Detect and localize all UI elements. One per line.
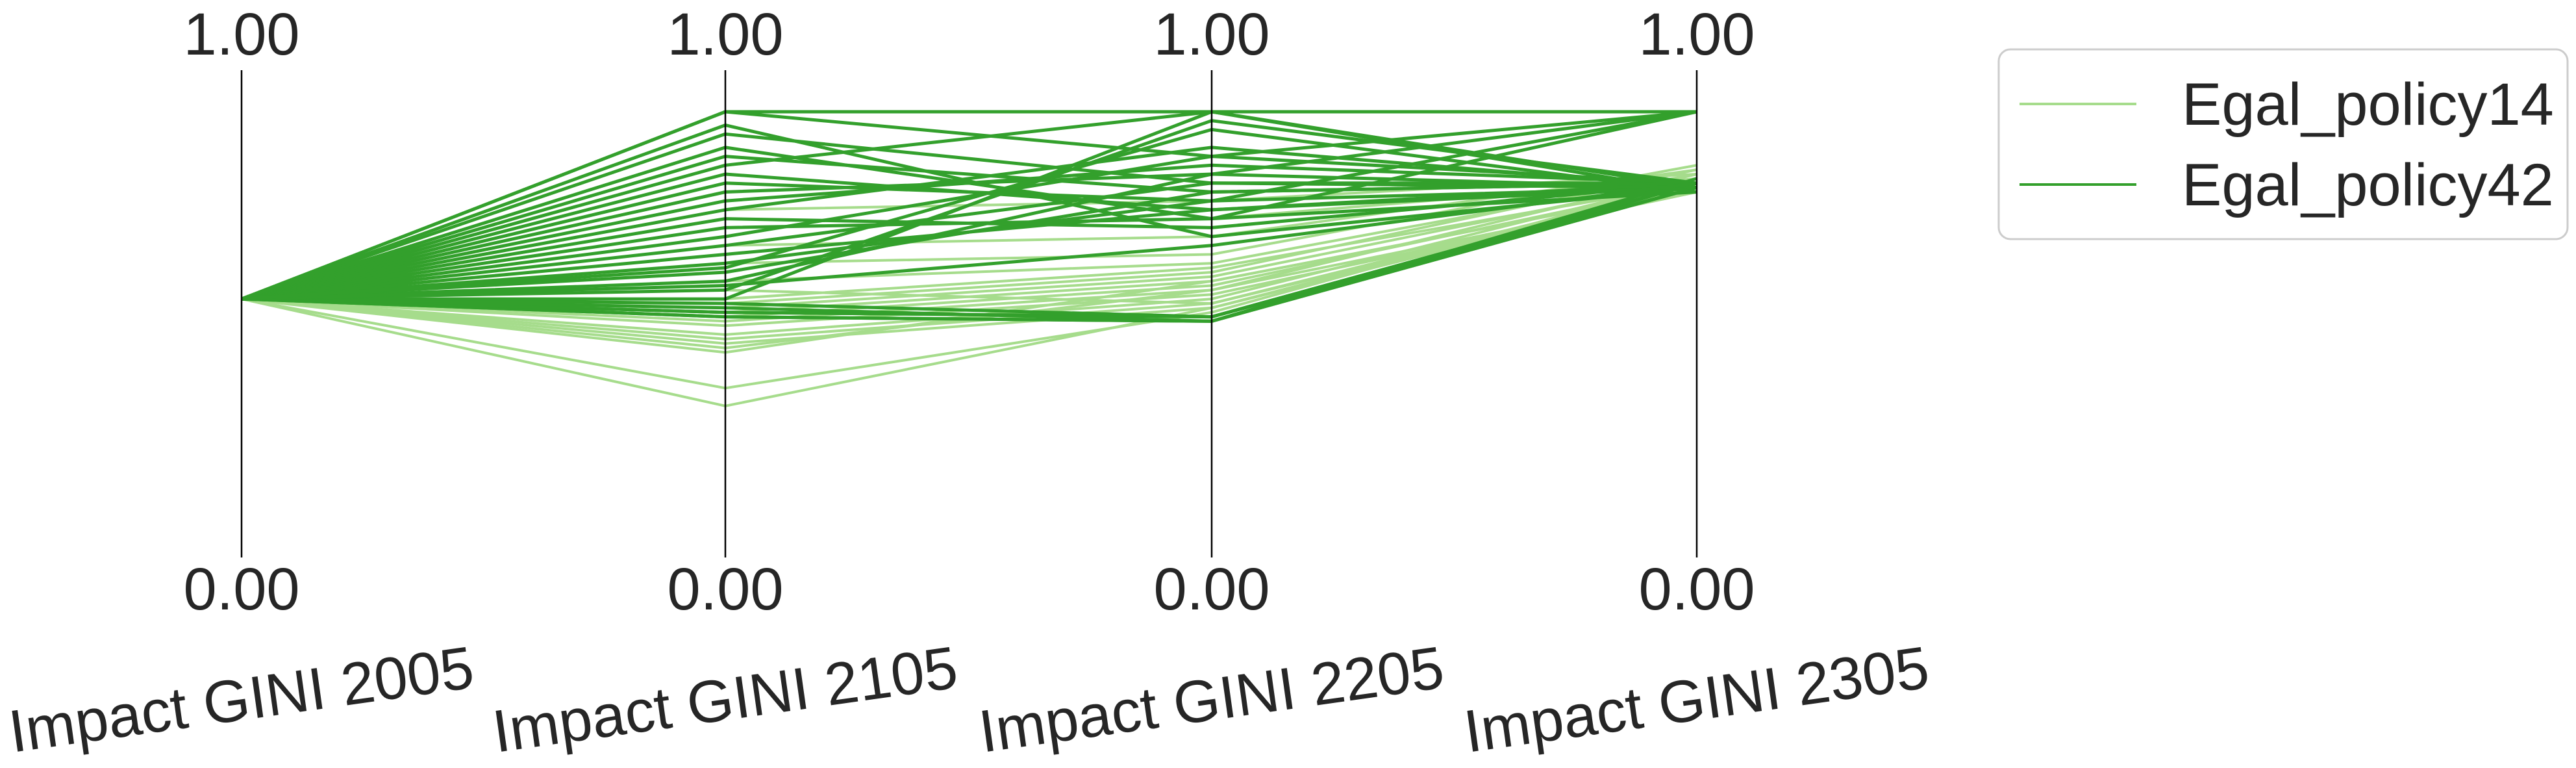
axis-4-tick-max: 1.00 [1638, 1, 1755, 68]
legend-label-egal-policy14: Egal_policy14 [2182, 71, 2554, 138]
line-egal-policy42-5 [241, 181, 1697, 319]
line-egal-policy42-15 [241, 181, 1697, 301]
line-egal-policy42-12 [241, 181, 1697, 301]
axis-4-tick-min: 0.00 [1638, 556, 1755, 622]
axis-1-tick-min: 0.00 [183, 556, 299, 622]
axis-2-tick-max: 1.00 [667, 1, 783, 68]
line-egal-policy14-0 [241, 186, 1697, 345]
line-egal-policy42-23 [241, 110, 1697, 301]
line-egal-policy42-26 [241, 110, 1697, 301]
line-egal-policy14-4 [241, 173, 1697, 323]
legend-box [1997, 48, 2569, 240]
axis-4-label: Impact GINI 2305 [1460, 634, 1932, 765]
line-egal-policy42-24 [241, 132, 1697, 301]
line-egal-policy42-8 [241, 172, 1697, 301]
legend-label-egal-policy42: Egal_policy42 [2182, 152, 2554, 218]
line-egal-policy42-20 [241, 172, 1697, 301]
axis-3-tick-min: 0.00 [1153, 556, 1269, 622]
line-egal-policy42-21 [241, 110, 1697, 301]
line-egal-policy42-11 [241, 186, 1697, 301]
line-egal-policy42-28 [241, 181, 1697, 301]
legend: Egal_policy14 Egal_policy42 [1997, 48, 2569, 240]
line-egal-policy14-11 [241, 186, 1697, 354]
line-egal-policy42-29 [241, 127, 1697, 301]
axis-1-label: Impact GINI 2005 [5, 634, 477, 765]
line-egal-policy42-22 [241, 155, 1697, 301]
line-egal-policy42-16 [241, 146, 1697, 301]
axis-3-tick-max: 1.00 [1153, 1, 1269, 68]
axis-2-label: Impact GINI 2105 [488, 634, 961, 765]
line-egal-policy42-27 [241, 123, 1697, 301]
line-egal-policy42-7 [241, 119, 1697, 301]
axis-1-tick-max: 1.00 [183, 1, 299, 68]
axis-2-tick-min: 0.00 [667, 556, 783, 622]
series-egal-policy42-lines [241, 110, 1697, 323]
line-egal-policy42-13 [241, 110, 1697, 301]
axis-3-label: Impact GINI 2205 [975, 634, 1447, 765]
